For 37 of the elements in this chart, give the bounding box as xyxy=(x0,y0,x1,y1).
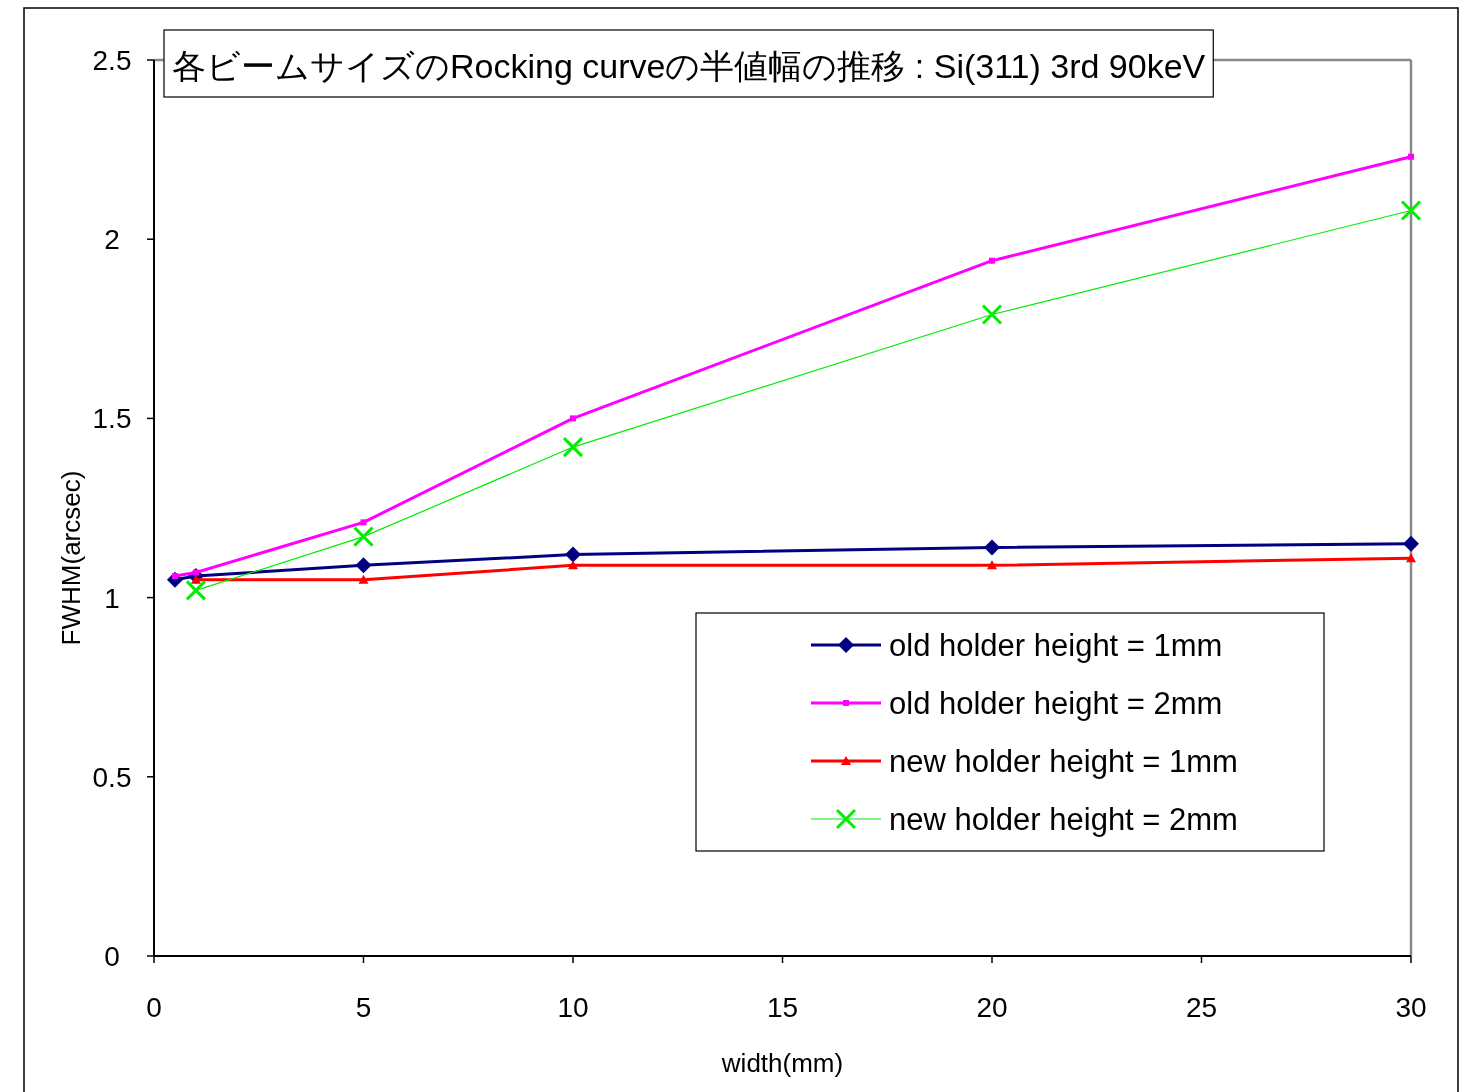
point xyxy=(355,557,372,574)
y-tick-label: 2.5 xyxy=(92,45,132,76)
point xyxy=(565,546,581,563)
x-tick-label: 30 xyxy=(1395,992,1427,1023)
y-tick-label: 2 xyxy=(104,224,120,256)
x-tick-label: 10 xyxy=(557,992,589,1023)
chart-title: 各ビームサイズのRocking curveの半値幅の推移 : Si(311) 3rd 90keV xyxy=(172,47,1206,85)
legend-label: old holder height = 2mm xyxy=(889,686,1223,721)
legend-label: new holder height = 2mm xyxy=(889,802,1238,837)
x-tick-label: 20 xyxy=(976,992,1008,1023)
legend-label: new holder height = 1mm xyxy=(889,744,1238,779)
legend-label: old holder height = 1mm xyxy=(889,628,1223,663)
point xyxy=(562,436,584,458)
point xyxy=(360,519,367,526)
point xyxy=(981,303,1003,325)
point xyxy=(568,560,578,570)
y-tick-label: 1 xyxy=(104,582,120,614)
point xyxy=(989,257,995,264)
x-tick-label: 25 xyxy=(1185,992,1218,1023)
point xyxy=(987,560,997,570)
x-tick-label: 15 xyxy=(766,992,799,1023)
y-tick-label: 0.5 xyxy=(92,761,132,793)
x-tick-label: 5 xyxy=(355,992,372,1023)
point xyxy=(353,526,374,548)
point xyxy=(185,579,207,601)
point xyxy=(570,415,576,422)
y-tick-label: 0 xyxy=(104,941,120,972)
point xyxy=(1400,200,1422,222)
point xyxy=(1406,553,1416,563)
x-axis-title: width(mm) xyxy=(720,1048,844,1078)
point xyxy=(358,574,369,584)
point xyxy=(1403,535,1419,552)
y-tick-label: 1.5 xyxy=(92,403,132,435)
point xyxy=(984,539,1000,556)
y-axis-title: FWHM(arcsec) xyxy=(56,470,86,646)
x-tick-label: 0 xyxy=(146,992,162,1023)
point xyxy=(1408,153,1414,160)
